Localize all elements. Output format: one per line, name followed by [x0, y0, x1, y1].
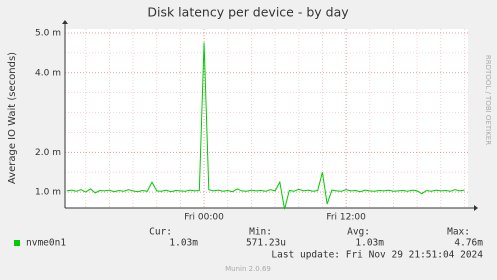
y-tick-label: 2.0 m [35, 148, 61, 158]
watermark: RRDTOOL / TOBI OETIKER [484, 55, 492, 145]
y-tick-label: 4.0 m [35, 68, 61, 78]
stat-value: 571.23u [246, 238, 286, 249]
y-tick-label: 1.0 m [35, 188, 61, 198]
legend-label: nvme0n1 [26, 238, 66, 249]
credit: Munin 2.0.69 [225, 265, 271, 273]
stat-header: Min: [249, 227, 272, 238]
chart-title: Disk latency per device - by day [147, 5, 349, 20]
x-axis-arrow [474, 205, 478, 211]
stat-header: Cur: [149, 227, 172, 238]
data-line [66, 42, 465, 210]
y-axis-arrow [62, 20, 68, 24]
plot-area [65, 29, 468, 208]
stat-header: Avg: [347, 227, 370, 238]
stat-value: 1.03m [169, 238, 198, 249]
x-tick-label: Fri 12:00 [326, 213, 366, 223]
legend-swatch [14, 240, 20, 246]
stat-value: 4.76m [454, 238, 483, 249]
stat-header: Max: [447, 227, 470, 238]
y-tick-label: 5.0 m [35, 28, 61, 38]
y-axis-label: Average IO Wait (seconds) [7, 52, 18, 184]
last-update: Last update: Fri Nov 29 21:51:04 2024 [271, 250, 483, 261]
stat-value: 1.03m [355, 238, 384, 249]
x-tick-label: Fri 00:00 [184, 213, 224, 223]
